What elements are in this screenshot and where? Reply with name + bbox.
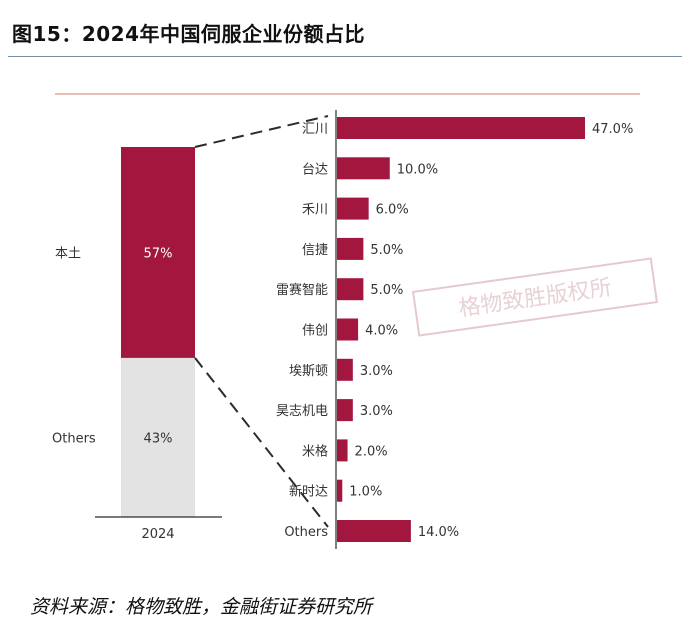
source-note: 资料来源：格物致胜，金融街证券研究所 (30, 596, 373, 618)
connector-lines (194, 115, 329, 528)
hbar-category-label: Others (284, 525, 328, 540)
hbar-bar (337, 399, 353, 422)
hbar-category-label: 米格 (302, 443, 328, 459)
hbar-category-label: 雷赛智能 (276, 282, 328, 298)
stack-value-label: 43% (144, 431, 173, 446)
hbar-bar (337, 197, 369, 220)
hbar-value-label: 3.0% (360, 364, 393, 379)
hbar-value-label: 4.0% (365, 324, 398, 339)
stack-category-label: 2024 (141, 527, 174, 542)
hbar-category-label: 信捷 (302, 243, 328, 258)
stack-series-label: 本土 (55, 246, 81, 261)
hbar-value-label: 5.0% (370, 243, 403, 258)
hbar-bar (337, 157, 390, 180)
horizontal-bar-group: 汇川 47.0% 台达 10.0% 禾川 6.0% 信捷 5.0% 雷赛智能 5.0% 伟创 4.0%… (276, 110, 633, 549)
hbar-category-label: 昊志机电 (276, 404, 328, 419)
watermark: 格物致胜版权所 (411, 257, 659, 337)
hbar-bar (337, 520, 411, 542)
hbar-category-label: 汇川 (302, 122, 328, 137)
hbar-bar (337, 278, 364, 301)
hbar-value-label: 47.0% (592, 122, 633, 137)
hbar-bar (337, 358, 353, 381)
hbar-value-label: 14.0% (418, 525, 459, 540)
connector-top (194, 115, 329, 148)
hbar-bar (337, 439, 348, 462)
stack-series-label: Others (52, 431, 96, 446)
title-divider (8, 56, 682, 57)
hbar-bar (337, 479, 343, 502)
hbar-value-label: 1.0% (349, 485, 382, 500)
stack-segment-domestic (121, 147, 195, 358)
hbar-bar (337, 237, 364, 260)
hbar-value-label: 10.0% (397, 162, 438, 177)
hbar-value-label: 3.0% (360, 404, 393, 419)
hbar-category-label: 新时达 (289, 484, 328, 500)
hbar-category-label: 台达 (302, 162, 328, 177)
connector-bottom (194, 357, 329, 528)
hbar-category-label: 禾川 (302, 203, 328, 218)
hbar-value-label: 5.0% (370, 283, 403, 298)
stack-segment-others (121, 357, 195, 517)
stack-value-label: 57% (144, 246, 173, 261)
hbar-bar (337, 318, 359, 341)
hbar-category-label: 伟创 (302, 324, 328, 339)
hbar-value-label: 2.0% (355, 444, 388, 459)
hbar-value-label: 6.0% (376, 203, 409, 218)
hbar-bar (337, 117, 585, 139)
stacked-bar-group: 43% Others 57% 本土 2024 (52, 147, 222, 542)
chart-frame: 格物致胜版权所 43% Others 57% 本土 2024 汇川 47.0% 台达 10.0… (0, 60, 690, 560)
figure-title: 图15：2024年中国伺服企业份额占比 (12, 22, 365, 46)
hbar-category-label: 埃斯顿 (289, 364, 328, 379)
share-chart: 格物致胜版权所 43% Others 57% 本土 2024 汇川 47.0% 台达 10.0… (52, 93, 659, 549)
